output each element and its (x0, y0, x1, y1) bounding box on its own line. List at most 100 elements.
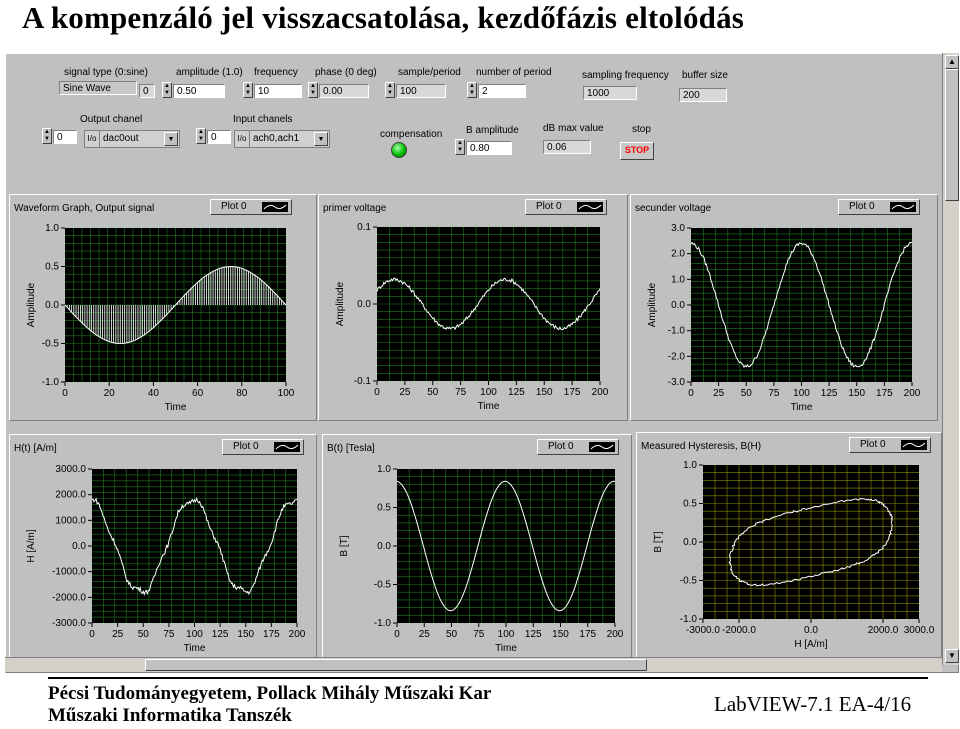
x-tick-label: 60 (192, 388, 204, 399)
plot-legend[interactable]: Plot 0 (222, 439, 304, 455)
x-axis-label: Time (478, 401, 500, 412)
plot-canvas[interactable]: 3000.0 2000.0 1000.0 0.0 -1000.0 -2000.0 -3000… (10, 435, 316, 661)
graph-b-t: B(t) [Tesla] Plot 0 1.0 0.5 0.0 -0.5 -1.0 0 25 50… (322, 434, 632, 662)
x-tick-label: 0 (62, 388, 68, 399)
x-tick-label: 0.0 (804, 625, 818, 636)
x-tick-label: 75 (768, 388, 780, 399)
x-tick-label: 0 (374, 387, 380, 398)
x-tick-label: 75 (163, 629, 175, 640)
x-tick-label: 100 (278, 388, 295, 399)
x-tick-label: 0 (688, 388, 694, 399)
graph-hysteresis: Measured Hysteresis, B(H) Plot 0 1.0 0.5 0.0… (636, 432, 942, 662)
phase-spinner[interactable]: ▲ ▼ (308, 82, 318, 98)
db-max-field: 0.06 (543, 140, 591, 154)
chevron-down-icon[interactable]: ▼ (164, 132, 178, 146)
signal-trace (396, 480, 616, 612)
x-axis-label: Time (165, 402, 187, 413)
compensation-led[interactable] (391, 142, 407, 158)
number-of-period-spinner[interactable]: ▲ ▼ (467, 82, 477, 98)
x-tick-label: 25 (112, 629, 124, 640)
amplitude-label: amplitude (1.0) (176, 67, 243, 78)
y-tick-label: 1000.0 (55, 515, 86, 526)
y-tick-label: 1.0 (377, 464, 391, 475)
y-tick-label: 0.5 (683, 499, 697, 510)
y-tick-label: -0.1 (354, 376, 372, 387)
input-chanels-spinner[interactable]: ▲ ▼ (196, 128, 206, 144)
x-tick-label: 175 (564, 387, 581, 398)
b-amplitude-spinner[interactable]: ▲ ▼ (455, 139, 465, 155)
x-tick-label: 25 (419, 629, 431, 640)
legend-swatch-icon (901, 440, 927, 450)
x-tick-label: 0 (89, 629, 95, 640)
scrollbar-thumb[interactable] (945, 69, 959, 201)
plot-legend[interactable]: Plot 0 (210, 199, 292, 215)
y-tick-label: 3.0 (671, 223, 685, 234)
y-tick-label: 0.0 (671, 300, 685, 311)
y-tick-label: -1.0 (668, 326, 686, 337)
amplitude-field[interactable]: 0.50 (173, 84, 225, 98)
legend-swatch-icon (890, 202, 916, 212)
x-tick-label: 50 (741, 388, 753, 399)
output-chanel-ring[interactable]: I/o dac0out ▼ (84, 130, 180, 148)
x-tick-label: 150 (237, 629, 254, 640)
amplitude-spinner[interactable]: ▲ ▼ (162, 82, 172, 98)
plot-legend[interactable]: Plot 0 (849, 437, 931, 453)
frequency-spinner[interactable]: ▲ ▼ (243, 82, 253, 98)
graph-output-signal: Waveform Graph, Output signal Plot 0 1.0 0.… (9, 194, 317, 421)
frequency-field[interactable]: 10 (254, 84, 302, 98)
y-tick-label: -1.0 (374, 618, 392, 629)
x-tick-label: 175 (876, 388, 893, 399)
vertical-scrollbar[interactable]: ▲ ▼ (942, 53, 959, 665)
plot-canvas[interactable]: 1.0 0.5 0.0 -0.5 -1.0-3000.0 -2000.0 0.0 2000.0… (637, 433, 941, 661)
footer-divider (48, 677, 928, 679)
plot-legend[interactable]: Plot 0 (537, 439, 619, 455)
x-tick-label: 2000.0 (868, 625, 899, 636)
signal-type-ring[interactable]: Sine Wave (59, 81, 137, 95)
x-tick-label: 25 (399, 387, 411, 398)
output-chanel-index[interactable]: 0 (53, 130, 77, 144)
footer-line2: Műszaki Informatika Tanszék (48, 705, 292, 726)
plot-canvas[interactable]: 3.0 2.0 1.0 0.0 -1.0 -2.0 -3.00 25 50 75 100 125 150… (631, 195, 937, 420)
labview-front-panel: signal type (0:sine) Sine Wave 0 amplitu… (5, 53, 959, 673)
chevron-down-icon[interactable]: ▼ (314, 132, 328, 146)
output-chanel-spinner[interactable]: ▲ ▼ (42, 128, 52, 144)
b-amplitude-field[interactable]: 0.80 (466, 141, 512, 155)
y-tick-label: 0.5 (377, 503, 391, 514)
y-axis-label: B [T] (653, 531, 664, 552)
input-chanels-index[interactable]: 0 (207, 130, 231, 144)
horizontal-scrollbar[interactable] (5, 657, 942, 672)
y-tick-label: 0.0 (357, 299, 371, 310)
phase-field[interactable]: 0.00 (319, 84, 369, 98)
sample-period-spinner[interactable]: ▲ ▼ (385, 82, 395, 98)
plot-canvas[interactable]: 0.1 0.0 -0.10 25 50 75 100 125 150 175 200 Time Ampl… (319, 195, 627, 420)
plot-canvas[interactable]: 1.0 0.5 0.0 -0.5 -1.00 20 40 60 80 100 Time Amplitu… (10, 195, 316, 420)
y-tick-label: -1.0 (42, 377, 60, 388)
plot-legend[interactable]: Plot 0 (838, 199, 920, 215)
input-chanels-value: ach0,ach1 (253, 133, 300, 144)
signal-trace (91, 496, 298, 597)
input-chanels-ring[interactable]: I/o ach0,ach1 ▼ (234, 130, 330, 148)
x-tick-label: 80 (236, 388, 248, 399)
sampling-frequency-label: sampling frequency (582, 70, 669, 81)
footer-course: LabVIEW-7.1 EA-4/16 (714, 692, 912, 716)
y-tick-label: -0.5 (42, 339, 60, 350)
legend-label: Plot 0 (548, 441, 574, 452)
graph-primer-voltage: primer voltage Plot 0 0.1 0.0 -0.1 0 25 50 75 100… (318, 194, 628, 421)
sample-period-field[interactable]: 100 (396, 84, 446, 98)
scroll-down-icon[interactable]: ▼ (945, 649, 959, 663)
x-tick-label: 75 (455, 387, 467, 398)
plot-legend[interactable]: Plot 0 (525, 199, 607, 215)
y-tick-label: 1.0 (683, 460, 697, 471)
io-prefix: I/o (85, 131, 100, 147)
x-tick-label: 150 (848, 388, 865, 399)
scrollbar-thumb[interactable] (145, 659, 647, 671)
scroll-up-icon[interactable]: ▲ (945, 55, 959, 69)
number-of-period-field[interactable]: 2 (478, 84, 526, 98)
y-tick-label: -0.5 (680, 576, 698, 587)
compensation-label: compensation (380, 129, 443, 140)
plot-canvas[interactable]: 1.0 0.5 0.0 -0.5 -1.00 25 50 75 100 125 150 175 200 T… (323, 435, 631, 661)
legend-label: Plot 0 (221, 201, 247, 212)
stop-button[interactable]: STOP (620, 142, 654, 160)
x-tick-label: 100 (480, 387, 497, 398)
x-tick-label: 3000.0 (904, 625, 935, 636)
